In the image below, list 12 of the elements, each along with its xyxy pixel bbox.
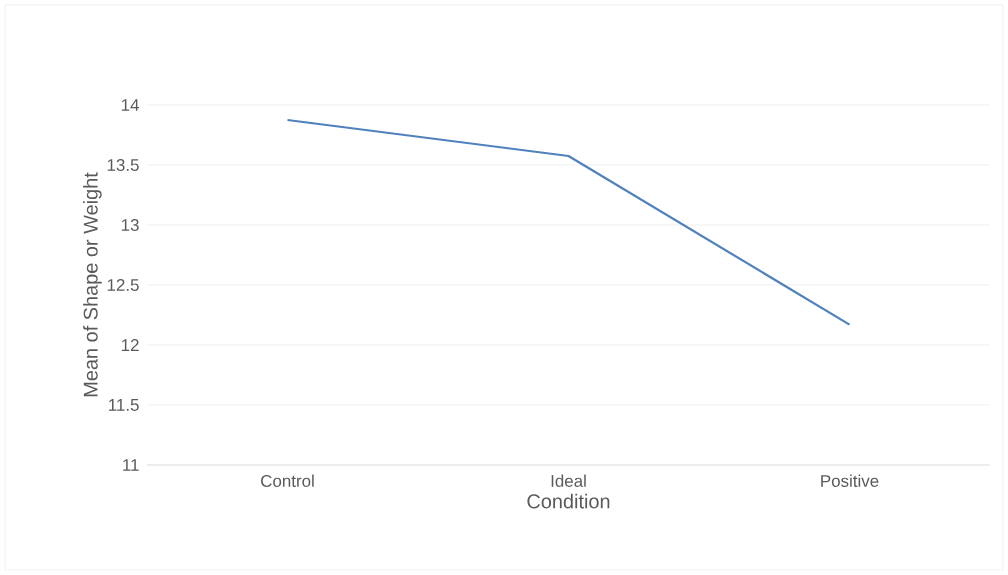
x-axis-title: Condition [527,493,610,509]
y-tick-label: 12 [121,339,139,351]
y-tick-label: 13.5 [107,159,139,171]
x-tick-label: Control [261,474,314,487]
x-tick-label: Ideal [551,474,586,487]
y-axis-title: Mean of Shape or Weight [83,172,102,397]
y-tick-label: 12.5 [107,279,139,291]
y-tick-label: 13 [121,219,139,231]
y-tick-label: 11.5 [109,399,139,411]
y-tick-label: 11 [123,459,139,471]
y-tick-label: 14 [121,99,139,111]
x-tick-label: Positive [821,474,879,487]
